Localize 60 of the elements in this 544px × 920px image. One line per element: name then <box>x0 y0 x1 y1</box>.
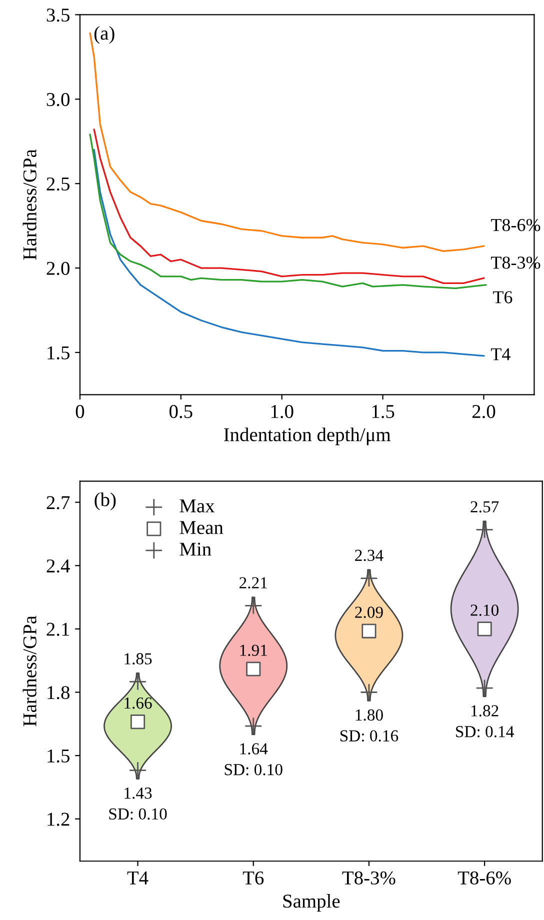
y-tick-label: 1.2 <box>48 812 70 826</box>
point <box>128 761 147 780</box>
annotation: SD: 0.10 <box>224 764 282 776</box>
legend-label: Max <box>180 500 215 512</box>
legend-label: Min <box>180 542 212 556</box>
series-label: T6 <box>493 291 512 304</box>
data-label: 1.43 <box>124 788 152 799</box>
data-label: 1.85 <box>124 653 152 664</box>
x-tick-label: T4 <box>127 872 148 884</box>
text: (b) <box>94 492 116 510</box>
x-tick-label: 0.5 <box>170 404 192 418</box>
x-tick-label: 1.0 <box>271 404 294 418</box>
data-label: 1.66 <box>124 697 152 709</box>
data-label: 2.21 <box>240 577 267 588</box>
point <box>360 569 378 588</box>
y-tick-label: 2.7 <box>46 496 70 510</box>
point <box>477 622 492 636</box>
point <box>244 717 262 735</box>
x-axis-title: Indentation depth/μm <box>224 428 391 446</box>
data-label: 1.91 <box>240 644 267 656</box>
annotation: SD: 0.10 <box>109 808 167 820</box>
point <box>244 596 262 615</box>
point <box>128 672 147 691</box>
y-tick-label: 1.5 <box>48 749 70 763</box>
data-label: 1.82 <box>471 705 498 716</box>
point <box>362 624 376 638</box>
x-tick-label: T8-6% <box>458 871 511 885</box>
x-axis-title: Sample <box>283 894 340 912</box>
y-axis-title: Hardness/GPa <box>22 616 36 726</box>
point <box>476 679 494 697</box>
y-tick-label: 1.8 <box>48 686 70 700</box>
annotation: SD: 0.14 <box>456 726 514 738</box>
text: (a) <box>94 26 114 44</box>
data-label: 2.09 <box>355 606 383 618</box>
y-axis-title: Hardness/GPa <box>22 149 36 260</box>
line-series <box>93 148 485 357</box>
x-tick-label: 0 <box>76 404 84 418</box>
x-tick-label: T6 <box>242 871 264 885</box>
point <box>476 520 494 539</box>
data-label: 2.57 <box>470 501 499 513</box>
data-label: 2.34 <box>355 550 384 562</box>
annotation: SD: 0.16 <box>340 730 398 742</box>
y-tick-label: 2.0 <box>46 262 70 276</box>
point <box>360 683 378 702</box>
y-tick-label: 3.0 <box>46 92 70 106</box>
y-tick-label: 2.5 <box>46 177 70 191</box>
y-tick-label: 2.4 <box>46 559 70 573</box>
legend-label: Mean <box>180 521 224 534</box>
data-label: 1.64 <box>240 743 268 754</box>
point <box>130 714 146 730</box>
y-tick-label: 1.5 <box>48 346 70 360</box>
x-tick-label: 1.5 <box>372 405 394 418</box>
y-tick-label: 3.5 <box>46 8 70 22</box>
x-tick-label: T8-3% <box>342 871 396 885</box>
x-tick-label: 2.0 <box>472 404 496 418</box>
y-tick-label: 2.1 <box>46 622 70 636</box>
point <box>246 662 261 676</box>
data-label: 1.80 <box>356 709 383 721</box>
data-label: 2.10 <box>470 604 499 616</box>
series-label: T4 <box>491 348 510 360</box>
